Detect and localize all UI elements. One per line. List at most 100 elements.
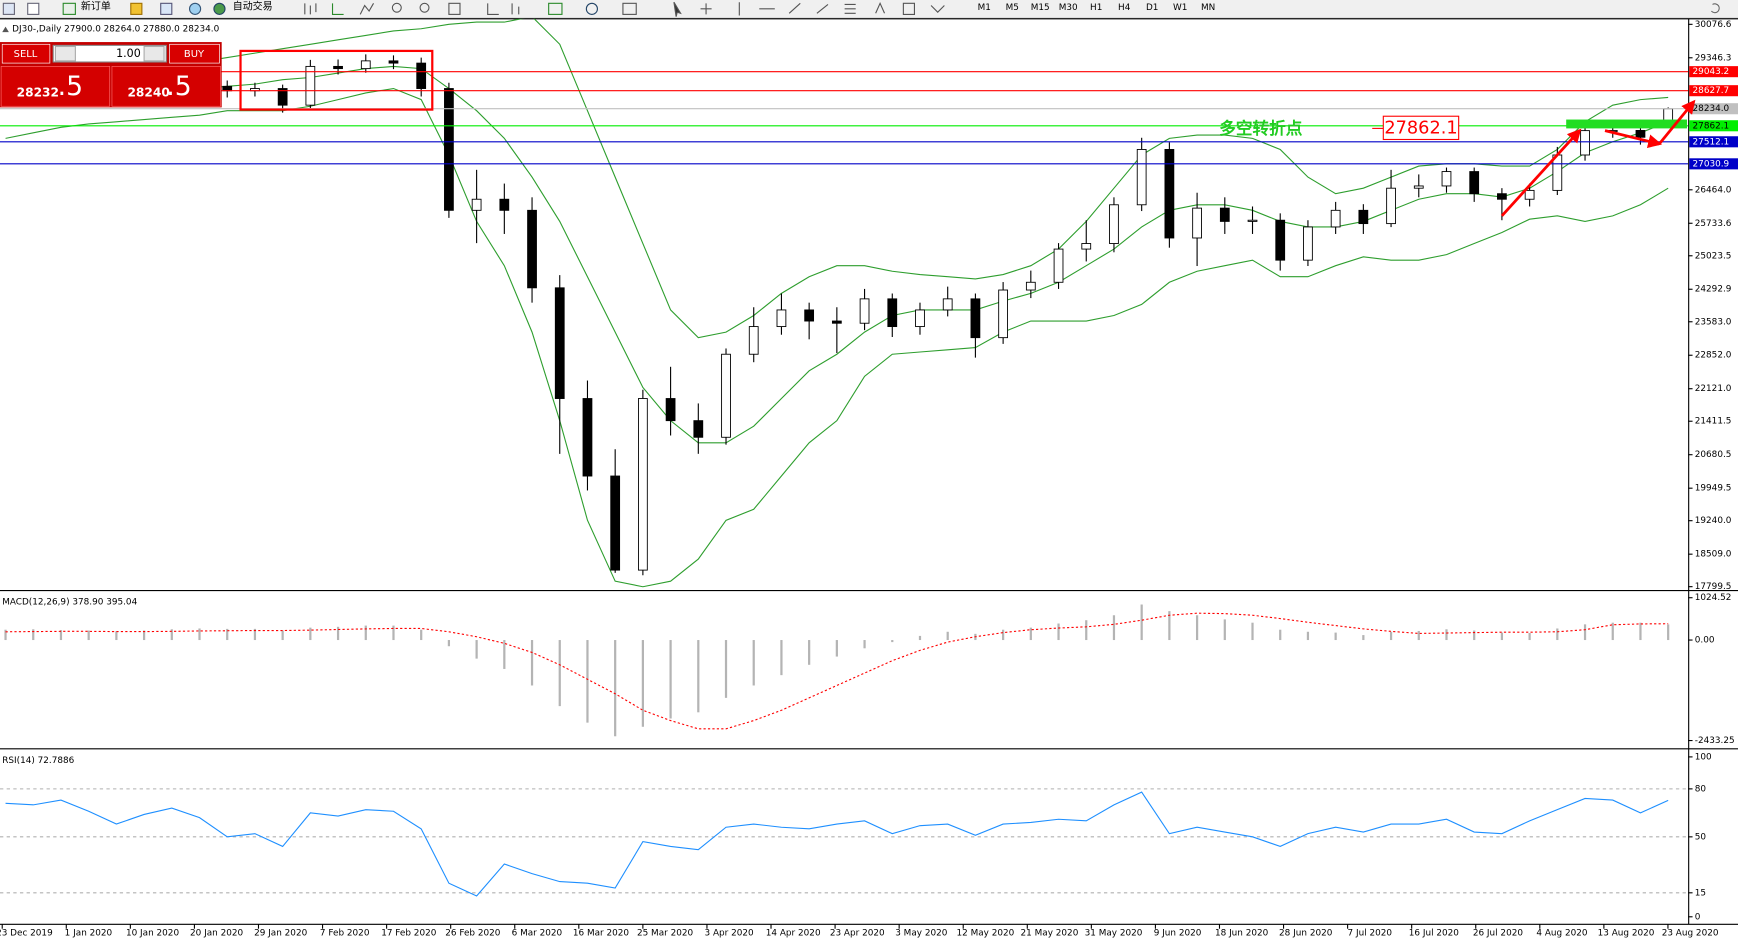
timeframe-button[interactable]: M15 <box>1031 3 1050 13</box>
timeframe-button[interactable]: H1 <box>1090 3 1102 13</box>
macd-histogram-bar <box>32 629 35 641</box>
y-tick-label: 29346.3 <box>1695 53 1732 63</box>
candle-body <box>416 62 427 89</box>
candle-body <box>333 65 343 70</box>
toolbar: 新订单 自动交易 M1 M5 M15 M30 H1 H4 D1 W1 MN <box>0 0 1738 19</box>
buy-price-box[interactable] <box>111 66 221 107</box>
candle-body <box>859 298 870 324</box>
icon[interactable] <box>673 1 682 17</box>
icon[interactable] <box>1710 3 1720 14</box>
macd-histogram-bar <box>198 628 201 641</box>
timeframe-button[interactable]: MN <box>1201 3 1215 13</box>
macd-histogram-bar <box>1306 631 1310 641</box>
candle-body <box>277 88 288 106</box>
sell-button[interactable] <box>1 43 51 64</box>
macd-histogram-bar <box>1168 611 1171 641</box>
buy-price[interactable]: 28240 <box>127 85 169 99</box>
icon[interactable] <box>585 2 598 15</box>
icon[interactable] <box>2 2 15 15</box>
timeframe-button[interactable]: D1 <box>1146 3 1158 13</box>
icon[interactable] <box>875 1 945 15</box>
icon[interactable] <box>130 2 143 15</box>
macd-histogram-bar <box>226 628 229 641</box>
auto-trading-icon[interactable] <box>213 2 226 15</box>
icon[interactable] <box>160 2 173 15</box>
icon[interactable] <box>700 3 712 15</box>
y-tick-label: 20680.5 <box>1695 450 1732 460</box>
macd-histogram-bar <box>1500 632 1504 641</box>
macd-histogram-bar <box>530 640 534 686</box>
macd-histogram-bar <box>420 629 423 641</box>
icon[interactable] <box>487 3 499 15</box>
arrow <box>1500 128 1582 217</box>
candle-body <box>748 326 759 355</box>
timeframe-button[interactable]: H4 <box>1118 3 1131 13</box>
timeframe-button[interactable]: W1 <box>1173 3 1187 13</box>
candle-body <box>554 287 565 399</box>
buy-label[interactable]: BUY <box>184 49 205 60</box>
icon[interactable] <box>359 3 375 15</box>
y-tick-label: 80 <box>1695 784 1707 794</box>
lot-up[interactable] <box>143 45 165 62</box>
icon[interactable] <box>622 2 637 15</box>
candle-body <box>1330 209 1341 228</box>
candle-body <box>1025 281 1036 291</box>
macd-histogram-bar <box>1057 623 1060 641</box>
sell-pips[interactable]: .5 <box>58 71 83 102</box>
timeframe-button[interactable]: M5 <box>1006 3 1019 13</box>
x-tick-label: 12 May 2020 <box>956 929 1014 939</box>
candle-body <box>444 88 454 211</box>
x-tick-label: 23 Apr 2020 <box>830 929 885 939</box>
candle-body <box>499 198 510 211</box>
candle-body <box>1192 207 1202 239</box>
y-tick-label: -2433.25 <box>1695 736 1735 746</box>
sell-label[interactable]: SELL <box>14 49 38 60</box>
macd-histogram-bar <box>835 640 838 657</box>
icon[interactable] <box>331 3 344 15</box>
buy-pips[interactable]: .5 <box>166 71 191 102</box>
icon[interactable] <box>511 3 520 15</box>
macd-histogram-bar <box>1362 635 1365 641</box>
sell-price[interactable]: 28232 <box>17 85 59 99</box>
candle-body <box>1580 130 1590 156</box>
candle-body <box>776 309 787 328</box>
candle-body <box>1441 171 1452 187</box>
x-tick-label: 1 Jan 2020 <box>65 929 113 939</box>
candle-body <box>1053 248 1064 283</box>
icon[interactable] <box>448 2 461 15</box>
icon[interactable] <box>419 2 430 13</box>
macd-histogram-bar <box>1445 629 1448 641</box>
macd-histogram-bar <box>808 640 811 665</box>
lot-field[interactable] <box>52 44 167 63</box>
timeframe-button[interactable]: M30 <box>1059 3 1078 13</box>
timeframe-button[interactable]: M1 <box>978 3 991 13</box>
new-order-button[interactable]: 新订单 <box>81 0 111 13</box>
macd-histogram-bar <box>558 640 561 707</box>
auto-trading-button[interactable]: 自动交易 <box>233 0 273 13</box>
x-tick-label: 26 Feb 2020 <box>445 929 501 939</box>
candle-body <box>1081 243 1092 250</box>
x-tick-label: 25 Mar 2020 <box>637 929 694 939</box>
buy-button[interactable] <box>169 43 220 64</box>
icon[interactable] <box>548 2 563 15</box>
panel-title: MACD(12,26,9) 378.90 395.04 <box>2 598 137 608</box>
icon[interactable] <box>188 2 202 15</box>
y-tick-label: 19240.0 <box>1695 516 1732 526</box>
macd-histogram-bar <box>918 635 922 641</box>
candle-body <box>471 198 482 211</box>
candle-body <box>970 298 981 339</box>
lot-value[interactable]: 1.00 <box>116 47 141 60</box>
icon[interactable] <box>304 3 317 15</box>
candle-body <box>721 353 731 438</box>
icon[interactable] <box>391 2 402 13</box>
new-order-icon[interactable] <box>62 2 76 15</box>
candle-body <box>582 398 593 477</box>
sell-price-box[interactable] <box>0 66 111 107</box>
macd-histogram-bar <box>1389 631 1393 641</box>
lot-down[interactable] <box>54 45 76 62</box>
icon[interactable] <box>738 2 856 16</box>
icon[interactable] <box>27 2 40 15</box>
macd-histogram-bar <box>1251 622 1254 641</box>
